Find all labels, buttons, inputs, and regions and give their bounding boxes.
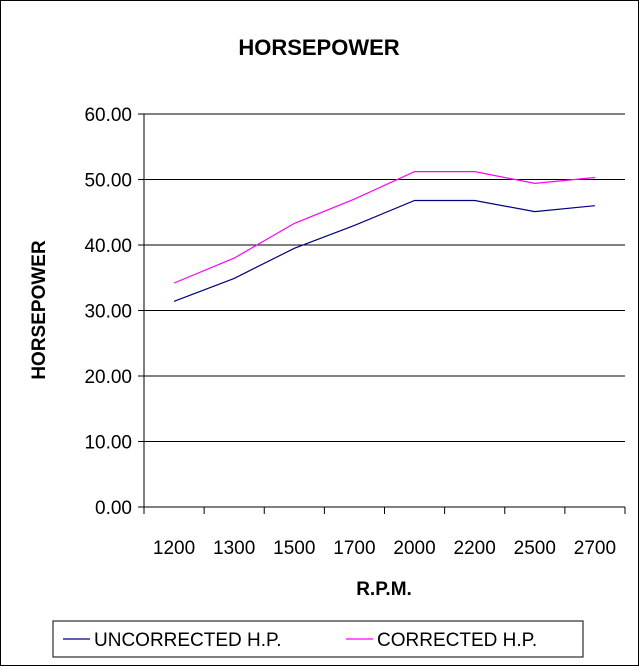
chart-title: HORSEPOWER [238, 35, 399, 60]
x-tick-label: 1200 [153, 538, 195, 559]
x-tick-label: 2000 [393, 538, 435, 559]
x-tick-label: 1300 [213, 538, 255, 559]
series-line [173, 199, 595, 302]
y-tick-label: 10.00 [84, 433, 132, 454]
axes [138, 113, 626, 514]
x-tick-label: 2700 [574, 538, 616, 559]
y-tick-label: 40.00 [84, 236, 132, 257]
y-axis-title: HORSEPOWER [29, 240, 50, 380]
series-lines [173, 171, 595, 302]
gridlines [144, 113, 625, 442]
x-tick-label: 2500 [514, 538, 556, 559]
y-tick-label: 60.00 [84, 105, 132, 126]
y-tick-label: 30.00 [84, 302, 132, 323]
y-tick-labels: 0.00 10.00 20.00 30.00 40.00 50.00 60.00 [84, 105, 132, 519]
x-axis-title: R.P.M. [356, 579, 412, 600]
y-tick-label: 50.00 [84, 171, 132, 192]
legend: UNCORRECTED H.P. CORRECTED H.P. [52, 620, 584, 658]
y-tick-label: 20.00 [84, 367, 132, 388]
legend-box [52, 620, 584, 658]
x-tick-label: 1500 [273, 538, 315, 559]
x-tick-label: 2200 [454, 538, 496, 559]
x-tick-labels: 1200 1300 1500 1700 2000 2200 2500 2700 [153, 538, 616, 559]
legend-label: UNCORRECTED H.P. [94, 630, 282, 651]
y-tick-label: 0.00 [95, 498, 132, 519]
series-line [173, 171, 595, 284]
x-tick-label: 1700 [333, 538, 375, 559]
legend-label: CORRECTED H.P. [377, 630, 537, 651]
